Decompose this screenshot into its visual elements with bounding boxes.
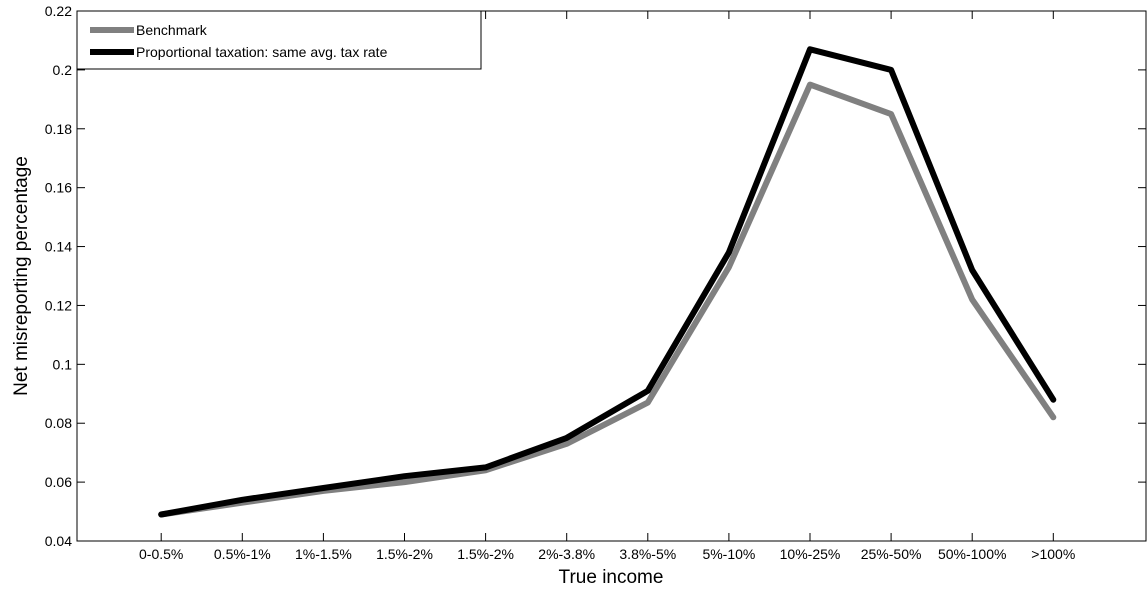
x-tick-label: >100%: [1031, 546, 1075, 562]
plot-area: [76, 10, 1147, 542]
x-axis-ticks: 0-0.5% 0.5%-1% 1%-1.5% 1.5%-2% 1.5%-2% 2%-3.8…: [139, 11, 1075, 562]
y-tick-label: 0.2: [53, 62, 73, 78]
y-tick-label: 0.18: [45, 121, 72, 137]
x-tick-label: 25%-50%: [861, 546, 922, 562]
legend-label-benchmark: Benchmark: [136, 22, 208, 38]
x-tick-label: 3.8%-5%: [619, 546, 676, 562]
data-point: [647, 390, 649, 392]
data-point: [241, 499, 243, 501]
data-point: [404, 475, 405, 477]
data-point: [322, 487, 324, 489]
x-tick-label: 5%-10%: [702, 546, 755, 562]
legend-label-proportional: Proportional taxation: same avg. tax rat…: [136, 44, 388, 60]
x-tick-label: 50%-100%: [938, 546, 1007, 562]
data-point: [485, 466, 487, 468]
data-point: [647, 402, 649, 404]
data-point: [728, 266, 730, 268]
data-point: [566, 443, 568, 445]
data-point: [890, 69, 892, 71]
x-tick-label: 2%-3.8%: [538, 546, 595, 562]
y-tick-label: 0.1: [53, 356, 73, 372]
data-point: [809, 48, 811, 50]
y-tick-label: 0.04: [45, 533, 72, 549]
y-tick-label: 0.12: [45, 297, 72, 313]
y-tick-label: 0.06: [45, 474, 72, 490]
x-tick-label: 0.5%-1%: [214, 546, 271, 562]
legend-box: [76, 10, 482, 70]
series-line-proportional: [158, 46, 1057, 518]
x-tick-label: 0-0.5%: [139, 546, 183, 562]
x-tick-label: 1.5%-2%: [376, 546, 433, 562]
x-tick-label: 1%-1.5%: [295, 546, 352, 562]
data-point: [890, 113, 892, 115]
x-axis-title: True income: [559, 567, 664, 588]
data-point: [566, 437, 568, 439]
x-tick-label: 10%-25%: [780, 546, 841, 562]
x-tick-label: 1.5%-2%: [457, 546, 514, 562]
data-point: [809, 84, 811, 86]
y-tick-label: 0.22: [45, 3, 72, 19]
data-point: [1052, 399, 1054, 401]
y-tick-label: 0.16: [45, 180, 72, 196]
y-tick-label: 0.14: [45, 239, 72, 255]
data-point: [160, 514, 162, 515]
series-lines: [158, 46, 1057, 518]
y-axis-ticks: 0.04 0.06 0.08 0.1 0.12 0.14 0.16 0.18 0.2 0.22: [45, 3, 1146, 549]
data-point: [404, 481, 405, 483]
data-point: [971, 269, 973, 271]
data-point: [1052, 416, 1054, 418]
legend: Benchmark Proportional taxation: same av…: [76, 10, 482, 70]
y-tick-label: 0.08: [45, 415, 72, 431]
y-axis-title: Net misreporting percentage: [11, 156, 32, 396]
data-point: [971, 299, 973, 301]
data-point: [728, 251, 730, 253]
